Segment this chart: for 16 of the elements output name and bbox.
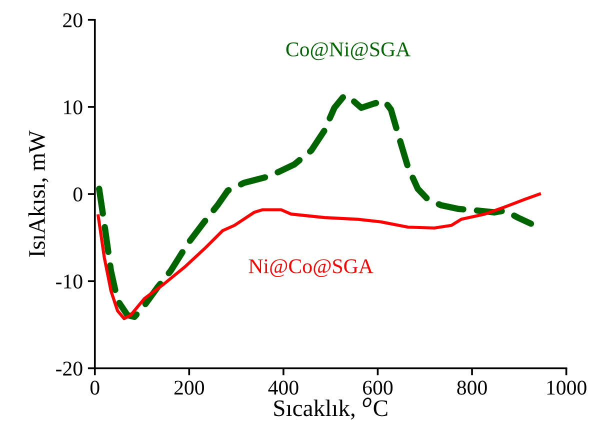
x-tick-label: 600: [363, 380, 393, 395]
y-tick-label: 0: [73, 187, 82, 202]
x-axis-title: Sıcaklık, $^{o}$C: [274, 398, 388, 420]
x-tick-label: 0: [90, 380, 100, 395]
y-axis-title: IsıAkısı, mW: [28, 130, 48, 257]
y-tick-label: 10: [64, 100, 82, 114]
x-tick-label: 800: [457, 380, 487, 395]
x-tick-label: 200: [174, 380, 204, 395]
line-series: [96, 192, 541, 320]
y-tick-label: 20: [63, 13, 82, 28]
x-tick-label: 400: [268, 380, 298, 395]
text: Co@Ni@SGA: [286, 42, 410, 60]
x-tick-label: 1000: [547, 380, 586, 395]
y-tick-label: -20: [56, 362, 82, 376]
y-tick-label: -10: [56, 274, 82, 289]
series-label: Ni@Co@SGA: [248, 259, 374, 278]
